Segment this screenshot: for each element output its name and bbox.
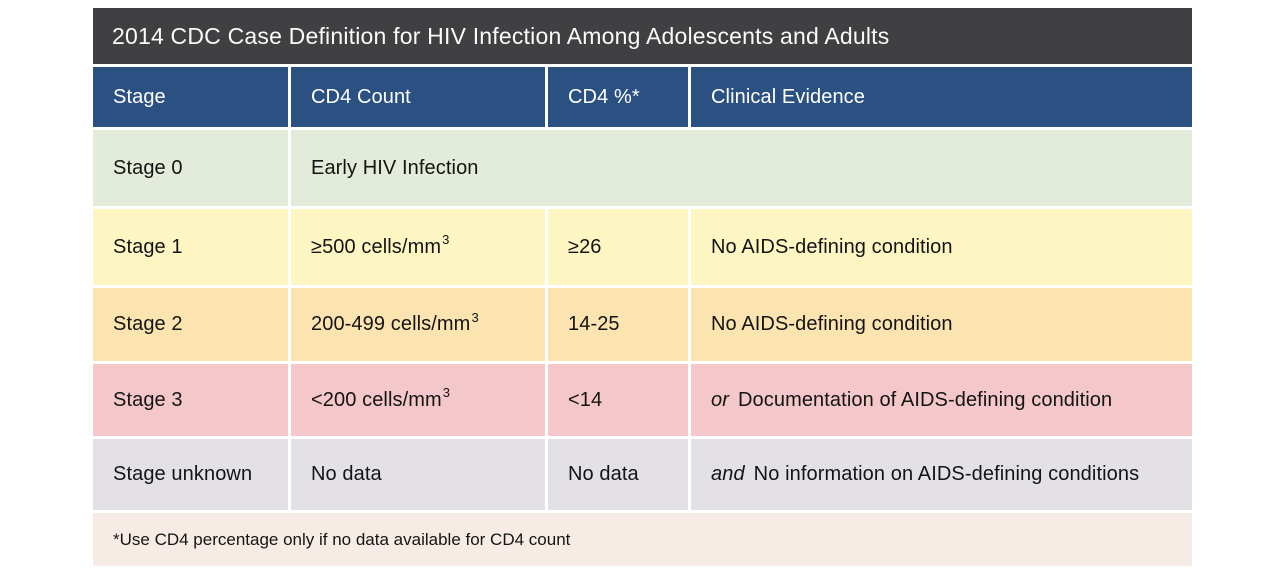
table-row-stage-2: Stage 2 200-499 cells/mm 3 14-25 No AIDS-… [93,288,1192,361]
clinical-conjunction-or: or [711,388,729,411]
column-header-stage: Stage [93,67,288,127]
table-row-stage-1: Stage 1 ≥500 cells/mm 3 ≥26 No AIDS-defin… [93,209,1192,285]
cd4-count-value: 200-499 cells/mm [311,313,471,335]
cell-stage-label: Stage 3 [93,364,288,436]
cell-stage-label: Stage 2 [93,288,288,361]
clinical-conjunction-and: and [711,463,745,485]
cell-clinical-evidence: No AIDS-defining condition [691,209,1192,285]
cell-clinical-evidence: No AIDS-defining condition [691,288,1192,361]
cell-cd4-count: 200-499 cells/mm 3 [291,288,545,361]
cell-cd4-count: No data [291,439,545,510]
table-title: 2014 CDC Case Definition for HIV Infecti… [112,22,890,49]
cdc-hiv-staging-table: 2014 CDC Case Definition for HIV Infecti… [93,8,1192,566]
table-row-stage-unknown: Stage unknown No data No data and No info… [93,439,1192,510]
cell-cd4-percent: <14 [548,364,688,436]
column-header-clinical-evidence: Clinical Evidence [691,67,1192,127]
cell-stage-label: Stage 0 [93,130,288,206]
cell-cd4-count: <200 cells/mm 3 [291,364,545,436]
cd4-percentage-footnote: *Use CD4 percentage only if no data avai… [113,529,571,549]
column-header-cd4-count: CD4 Count [291,67,545,127]
clinical-evidence-text: No information on AIDS-defining conditio… [753,463,1140,485]
cell-cd4-percent: No data [548,439,688,510]
table-row-stage-3: Stage 3 <200 cells/mm 3 <14 or Documentati… [93,364,1192,436]
cell-clinical-evidence: and No information on AIDS-defining condi… [691,439,1192,510]
clinical-evidence-text: Documentation of AIDS-defining condition [737,388,1113,411]
cell-stage-label: Stage unknown [93,439,288,510]
column-header-cd4-percent: CD4 %* [548,67,688,127]
cell-cd4-count: ≥500 cells/mm 3 [291,209,545,285]
cell-clinical-evidence: or Documentation of AIDS-defining conditi… [691,364,1192,436]
cd4-count-value: <200 cells/mm [311,388,442,411]
table-row-stage-0: Stage 0 Early HIV Infection [93,130,1192,206]
cell-cd4-percent: 14-25 [548,288,688,361]
table-title-bar: 2014 CDC Case Definition for HIV Infecti… [93,8,1192,64]
cd4-count-value: ≥500 cells/mm [311,235,442,258]
table-header-row: Stage CD4 Count CD4 %* Clinical Evidence [93,67,1192,127]
cell-stage-label: Stage 1 [93,209,288,285]
table-footnote-bar: *Use CD4 percentage only if no data avai… [93,513,1192,566]
cell-cd4-percent: ≥26 [548,209,688,285]
cell-merged-early-hiv-infection: Early HIV Infection [291,130,1192,206]
